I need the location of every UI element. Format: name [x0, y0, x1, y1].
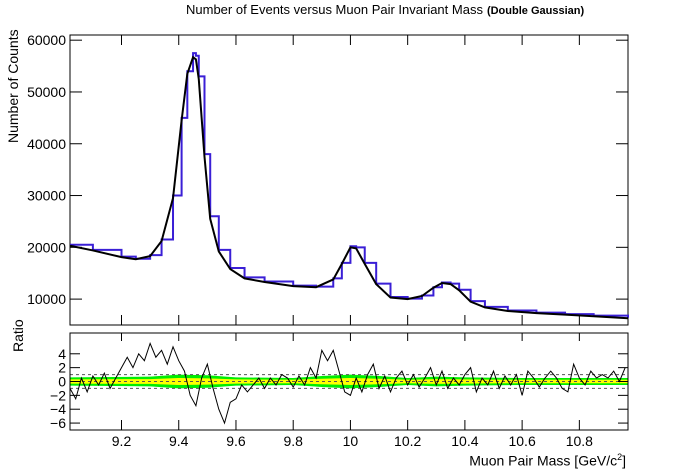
main-panel: 10000 20000 30000 40000 50000 60000 [27, 32, 629, 326]
ratio-y-tick-label: 4 [58, 346, 66, 362]
x-tick-label: 10.2 [394, 433, 421, 449]
x-tick-label: 9.6 [226, 433, 246, 449]
fit-curve [69, 55, 629, 320]
x-tick-label: 9.4 [169, 433, 189, 449]
histogram-series [70, 52, 629, 318]
x-tick-label: 9.8 [283, 433, 303, 449]
x-tick-label: 10.4 [451, 433, 478, 449]
main-y-tick-label: 20000 [27, 239, 66, 255]
ratio-y-tick-label: 2 [58, 360, 66, 376]
x-tick-label: 10 [343, 433, 359, 449]
main-y-tick-label: 60000 [27, 32, 66, 48]
ratio-y-tick-label: 0 [58, 374, 66, 390]
x-tick-label: 10.6 [508, 433, 535, 449]
ratio-y-tick-label: −6 [50, 415, 66, 431]
x-tick-label: 10.8 [566, 433, 593, 449]
ratio-y-tick-label: −2 [50, 387, 66, 403]
main-plot-frame [69, 34, 629, 326]
chart-subtitle: (Double Gaussian) [486, 5, 585, 17]
main-y-tick-label: 10000 [27, 291, 66, 307]
x-axis-label: Muon Pair Mass [GeV/c2] [469, 452, 626, 469]
main-y-tick-label: 40000 [27, 136, 66, 152]
x-tick-label: 9.2 [112, 433, 132, 449]
ratio-y-tick-label: −4 [50, 401, 66, 417]
main-y-tick-label: 30000 [27, 188, 66, 204]
ratio-series [69, 341, 626, 425]
main-y-tick-label: 50000 [27, 84, 66, 100]
chart-title: Number of Events versus Muon Pair Invari… [186, 2, 585, 17]
